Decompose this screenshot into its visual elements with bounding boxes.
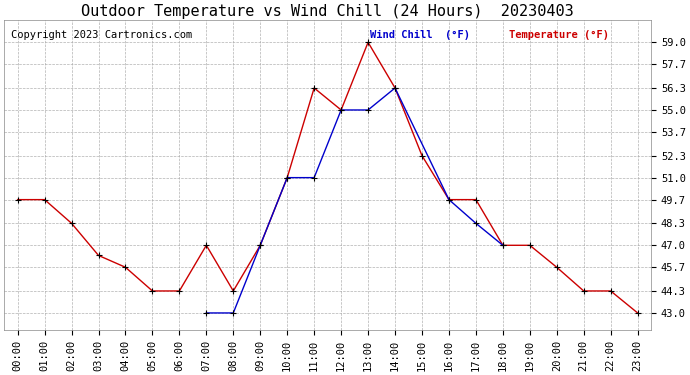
Text: Copyright 2023 Cartronics.com: Copyright 2023 Cartronics.com [10, 30, 192, 40]
Title: Outdoor Temperature vs Wind Chill (24 Hours)  20230403: Outdoor Temperature vs Wind Chill (24 Ho… [81, 4, 574, 19]
Text: Wind Chill  (°F): Wind Chill (°F) [370, 30, 470, 40]
Text: Temperature (°F): Temperature (°F) [509, 30, 609, 40]
